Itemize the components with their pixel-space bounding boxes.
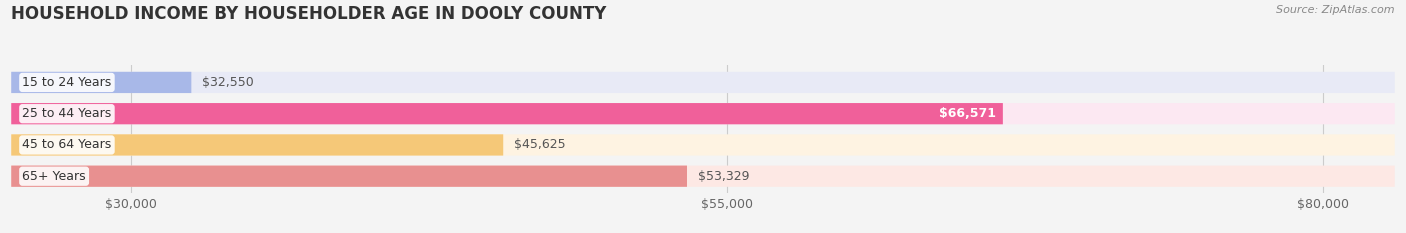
- FancyBboxPatch shape: [11, 72, 191, 93]
- Text: $32,550: $32,550: [202, 76, 254, 89]
- FancyBboxPatch shape: [11, 134, 503, 156]
- FancyBboxPatch shape: [11, 103, 1395, 124]
- Text: $53,329: $53,329: [697, 170, 749, 183]
- FancyBboxPatch shape: [11, 166, 1395, 187]
- Text: 45 to 64 Years: 45 to 64 Years: [22, 138, 111, 151]
- Text: $66,571: $66,571: [939, 107, 995, 120]
- Text: 15 to 24 Years: 15 to 24 Years: [22, 76, 111, 89]
- Text: 25 to 44 Years: 25 to 44 Years: [22, 107, 111, 120]
- FancyBboxPatch shape: [11, 166, 688, 187]
- FancyBboxPatch shape: [11, 103, 1002, 124]
- FancyBboxPatch shape: [11, 134, 1395, 156]
- Text: $45,625: $45,625: [515, 138, 567, 151]
- Text: HOUSEHOLD INCOME BY HOUSEHOLDER AGE IN DOOLY COUNTY: HOUSEHOLD INCOME BY HOUSEHOLDER AGE IN D…: [11, 5, 606, 23]
- Text: 65+ Years: 65+ Years: [22, 170, 86, 183]
- FancyBboxPatch shape: [11, 72, 1395, 93]
- Text: Source: ZipAtlas.com: Source: ZipAtlas.com: [1277, 5, 1395, 15]
